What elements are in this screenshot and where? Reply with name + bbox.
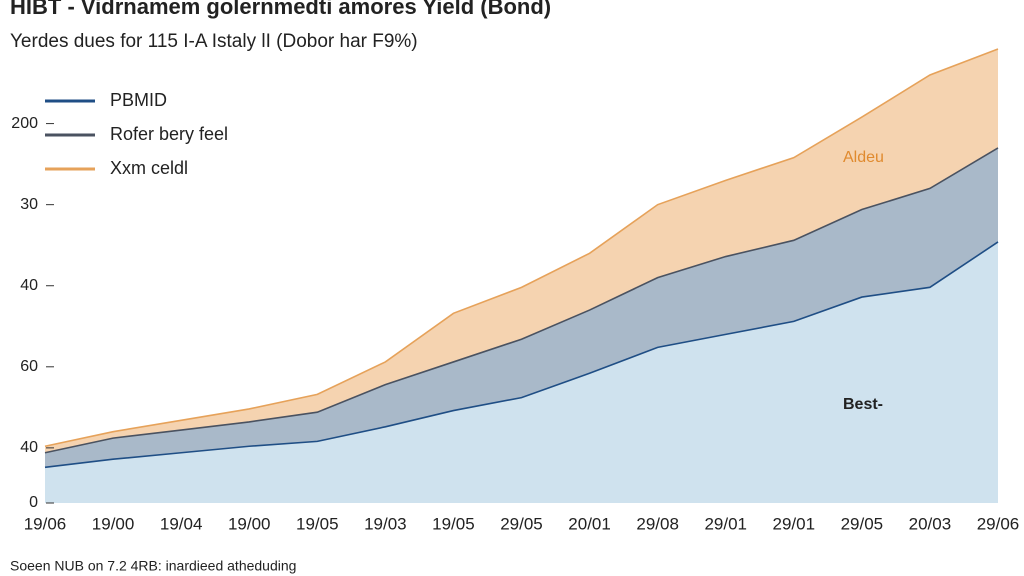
x-tick-label: 20/01 <box>568 514 611 533</box>
x-tick-label: 19/05 <box>296 514 339 533</box>
legend-label: Xxm celdl <box>110 158 188 178</box>
x-tick-label: 19/00 <box>228 514 271 533</box>
x-tick-label: 29/05 <box>841 514 884 533</box>
x-tick-label: 19/03 <box>364 514 407 533</box>
footer: Soeen NUB on 7.2 4RB: inardieed athedudi… <box>10 558 296 574</box>
x-tick-label: 29/08 <box>636 514 679 533</box>
x-tick-label: 19/00 <box>92 514 135 533</box>
annotation: Aldeu <box>843 149 884 166</box>
line <box>44 48 999 448</box>
line <box>44 147 999 454</box>
y-tick-label: 60 <box>20 358 38 375</box>
y-tick-label: 30 <box>20 196 38 213</box>
y-tick-label: 200 <box>11 115 38 132</box>
x-tick-label: 20/03 <box>909 514 952 533</box>
legend-label: Rofer bery feel <box>110 124 228 144</box>
x-tick-label: 29/06 <box>977 514 1020 533</box>
chart-subtitle: Yerdes dues for 115 I-A Istaly lI (Dobor… <box>10 31 418 52</box>
x-tick-label: 29/01 <box>704 514 747 533</box>
y-tick-label: 40 <box>20 277 38 294</box>
x-tick-label: 19/04 <box>160 514 203 533</box>
y-tick-label: 0 <box>29 494 38 511</box>
area <box>45 241 998 503</box>
annotation: Best- <box>843 396 883 413</box>
x-tick-label: 19/05 <box>432 514 475 533</box>
x-tick-label: 19/06 <box>24 514 67 533</box>
legend-label: PBMID <box>110 90 167 110</box>
chart-title: HIBT - Vidrnamem golernmedti amores Yiel… <box>10 0 551 19</box>
x-tick-label: 29/01 <box>773 514 816 533</box>
line <box>44 241 999 469</box>
x-tick-label: 29/05 <box>500 514 543 533</box>
y-tick-label: 40 <box>20 439 38 456</box>
